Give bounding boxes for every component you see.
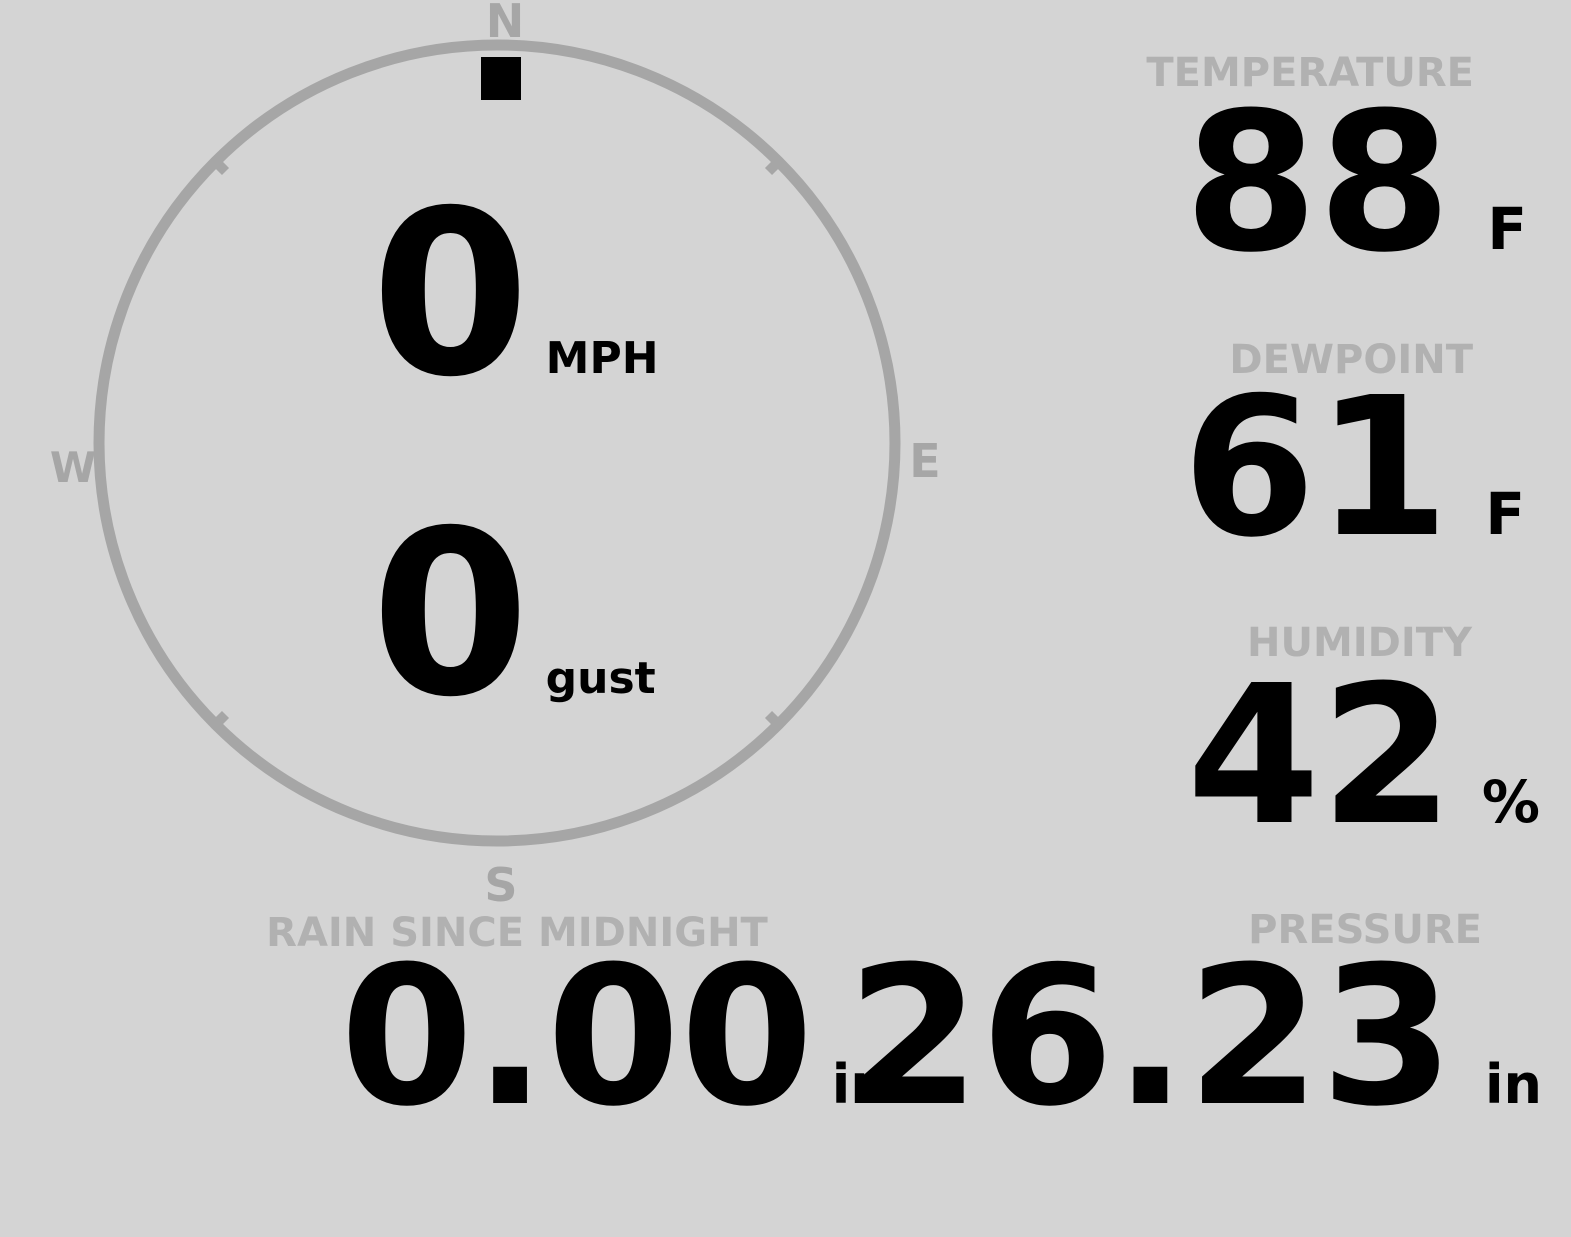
rain-unit: in (831, 1053, 889, 1116)
rain-reading: 0.00 in (340, 942, 889, 1134)
pressure-value: 26.23 (846, 926, 1455, 1149)
wind-gust: 0 gust (371, 500, 656, 728)
pressure-label: PRESSURE (1248, 907, 1482, 953)
wind-direction-indicator (481, 57, 521, 100)
wind-speed-value: 0 (371, 161, 530, 427)
wind-speed-unit: MPH (545, 333, 659, 384)
rain-label: RAIN SINCE MIDNIGHT (266, 910, 768, 956)
dewpoint-value: 61 (1182, 357, 1450, 580)
compass-direction-north: N (485, 0, 525, 48)
temperature-label: TEMPERATURE (1146, 50, 1474, 96)
humidity-value: 42 (1186, 645, 1454, 868)
temperature-unit: F (1487, 195, 1527, 263)
humidity-reading: 42 % (1187, 661, 1540, 853)
temperature-reading: 88 F (1184, 88, 1527, 280)
wind-speed: 0 MPH (371, 180, 659, 408)
compass-direction-east: E (909, 434, 941, 488)
pressure-unit: in (1485, 1053, 1542, 1116)
compass-tick-se (764, 710, 784, 730)
temperature-value: 88 (1184, 72, 1452, 295)
dewpoint-reading: 61 F (1182, 373, 1525, 565)
compass-tick-ne (764, 156, 784, 176)
dewpoint-label: DEWPOINT (1229, 337, 1473, 383)
humidity-label: HUMIDITY (1247, 620, 1472, 666)
wind-gust-value: 0 (371, 481, 530, 747)
rain-value: 0.00 (340, 926, 814, 1149)
compass-direction-west: W (49, 443, 97, 492)
compass-direction-south: S (484, 858, 518, 912)
humidity-unit: % (1481, 768, 1540, 836)
wind-gust-unit: gust (545, 653, 656, 704)
dewpoint-unit: F (1485, 480, 1525, 548)
compass-tick-sw (210, 710, 230, 730)
compass-tick-nw (210, 156, 230, 176)
wind-compass-dial (93, 39, 901, 847)
pressure-reading: 26.23 in (847, 942, 1542, 1134)
compass-ring (93, 39, 901, 847)
